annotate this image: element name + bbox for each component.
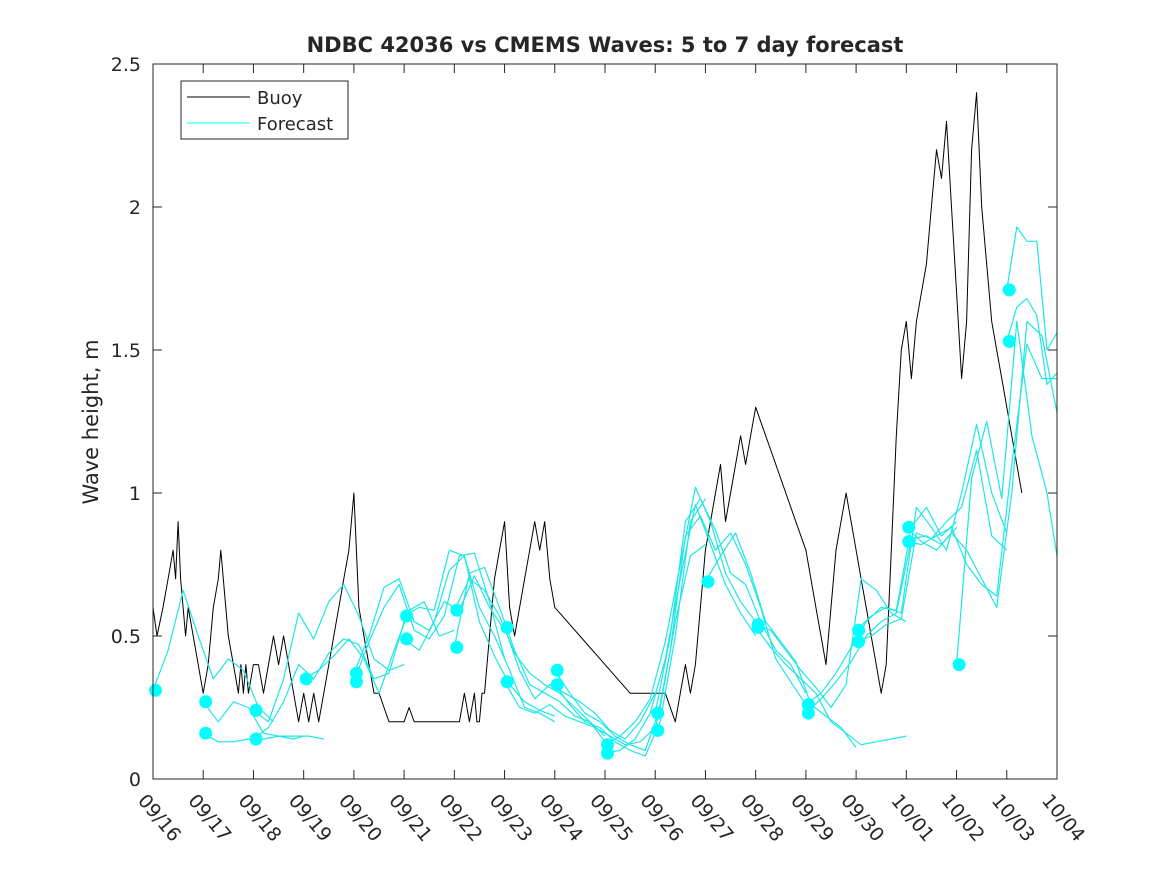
buoy-series-layer: [152, 92, 1023, 723]
forecast-marker: [199, 726, 213, 740]
forecast-line-3: [202, 732, 324, 743]
forecast-line-6: [303, 601, 455, 694]
forecast-marker: [349, 675, 363, 689]
chart-title: NDBC 42036 vs CMEMS Waves: 5 to 7 day fo…: [307, 33, 904, 57]
y-axis-ticks: 0 0.5 1 1.5 2 2.5: [111, 54, 1057, 791]
forecast-marker: [249, 703, 263, 717]
forecast-marker: [651, 706, 665, 720]
forecast-marker: [500, 675, 514, 689]
forecast-marker: [450, 603, 464, 617]
forecast-line-5: [253, 621, 405, 740]
y-axis-label: Wave height, m: [79, 339, 103, 504]
forecast-markers-layer: [149, 283, 1016, 760]
forecast-line-12: [453, 578, 606, 743]
y-tick-label: 1.5: [111, 340, 141, 362]
forecast-marker: [299, 672, 313, 686]
y-tick-label: 1: [129, 483, 141, 505]
forecast-marker: [400, 609, 414, 623]
forecast-marker: [500, 620, 514, 634]
forecast-marker: [751, 620, 765, 634]
forecast-marker: [852, 623, 866, 637]
forecast-line-1: [152, 589, 274, 723]
forecast-marker: [651, 723, 665, 737]
forecast-marker: [249, 732, 263, 746]
forecast-marker: [801, 706, 815, 720]
forecast-marker: [852, 635, 866, 649]
forecast-series-layer: [152, 226, 1058, 757]
forecast-line-30: [956, 320, 1058, 665]
forecast-line-26: [855, 423, 1008, 631]
forecast-line-16: [554, 498, 706, 757]
legend-label-forecast: Forecast: [257, 114, 333, 135]
forecast-line-19: [654, 498, 807, 714]
forecast-marker: [902, 520, 916, 534]
forecast-marker: [601, 746, 614, 760]
forecast-marker: [1002, 334, 1016, 348]
forecast-marker: [952, 658, 966, 672]
forecast-line-2: [202, 701, 304, 740]
forecast-line-11: [453, 566, 606, 737]
buoy-line: [152, 92, 1023, 723]
forecast-line-22: [755, 578, 907, 709]
y-tick-label: 0.5: [111, 626, 141, 648]
y-tick-label: 2.5: [111, 54, 141, 76]
forecast-line-28: [905, 320, 1058, 609]
forecast-line-4: [253, 583, 405, 723]
forecast-line-32: [1006, 297, 1058, 385]
plot-area: [153, 64, 1057, 779]
legend: Buoy Forecast: [180, 80, 349, 140]
y-tick-label: 2: [129, 197, 141, 219]
forecast-marker: [149, 683, 162, 697]
forecast-line-23: [755, 627, 907, 746]
forecast-marker: [450, 640, 464, 654]
forecast-marker: [400, 632, 414, 646]
forecast-line-20: [654, 515, 807, 731]
forecast-marker: [902, 535, 916, 549]
forecast-line-29: [906, 343, 1057, 597]
forecast-marker: [701, 575, 715, 589]
forecast-line-10: [403, 555, 556, 723]
forecast-line-21: [704, 532, 857, 748]
forecast-line-9: [403, 549, 556, 717]
forecast-marker: [199, 695, 213, 709]
legend-label-buoy: Buoy: [257, 88, 303, 109]
y-tick-label: 0: [129, 769, 141, 791]
forecast-marker: [550, 663, 564, 677]
forecast-line-14: [504, 681, 656, 746]
forecast-line-24: [805, 506, 958, 706]
forecast-marker: [1002, 283, 1016, 297]
forecast-line-13: [504, 627, 656, 740]
legend-box: [180, 80, 349, 140]
forecast-marker: [550, 678, 564, 692]
forecast-line-31: [1006, 226, 1058, 351]
